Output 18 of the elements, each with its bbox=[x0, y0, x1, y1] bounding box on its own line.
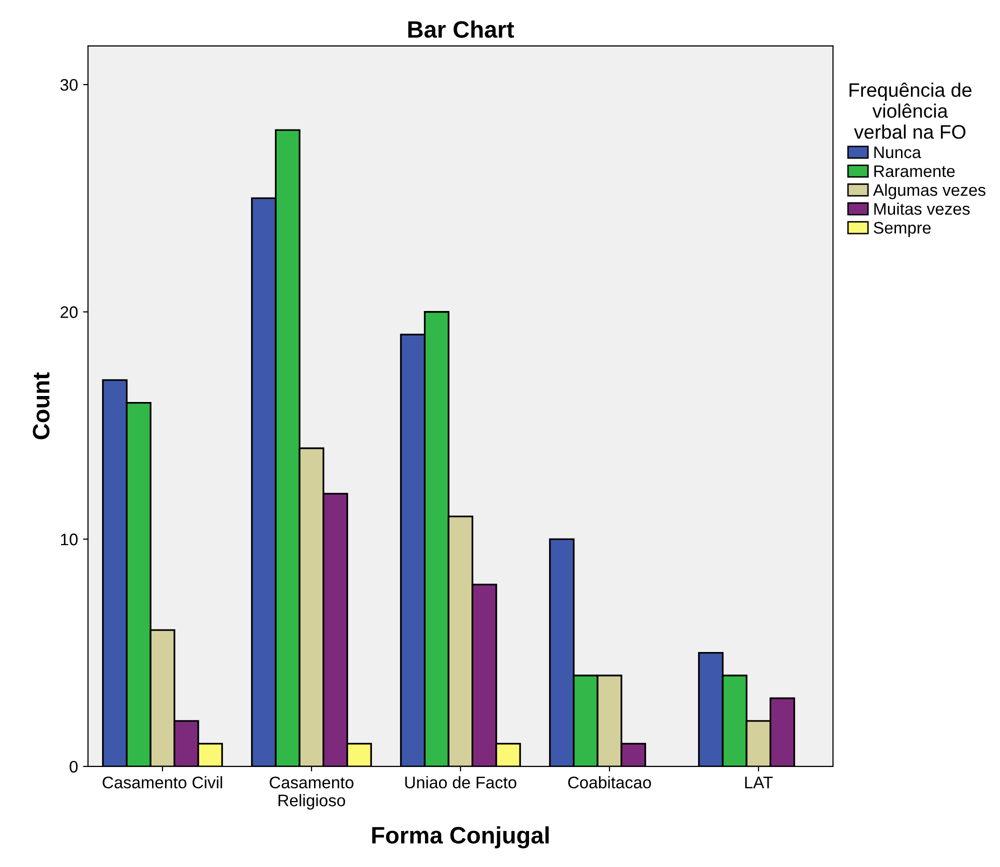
x-tick-label: Casamento Civil bbox=[102, 776, 222, 788]
legend-label: Sempre bbox=[874, 222, 931, 237]
legend-label: Algumas vezes bbox=[873, 184, 986, 200]
legend-label: Muitas vezes bbox=[874, 202, 970, 215]
x-tick-label: Casamento Religioso bbox=[270, 776, 354, 810]
y-tick-label: 20 bbox=[60, 306, 78, 318]
y-axis-title: Count bbox=[32, 372, 50, 440]
x-tick-label: LAT bbox=[745, 776, 773, 788]
legend-title: Frequência de violência verbal na FO bbox=[850, 82, 972, 139]
y-tick-label: 10 bbox=[61, 534, 78, 546]
y-tick-label: 0 bbox=[70, 760, 78, 773]
legend-label: Nunca bbox=[874, 146, 922, 158]
x-axis-title: Forma Conjugal bbox=[372, 826, 549, 848]
x-tick-label: Coabitacao bbox=[568, 776, 651, 788]
chart-title: Bar Chart bbox=[408, 20, 514, 38]
legend-label: Raramente bbox=[874, 165, 955, 178]
x-tick-label: Uniao de Facto bbox=[405, 776, 516, 788]
y-tick-label: 30 bbox=[60, 78, 78, 91]
